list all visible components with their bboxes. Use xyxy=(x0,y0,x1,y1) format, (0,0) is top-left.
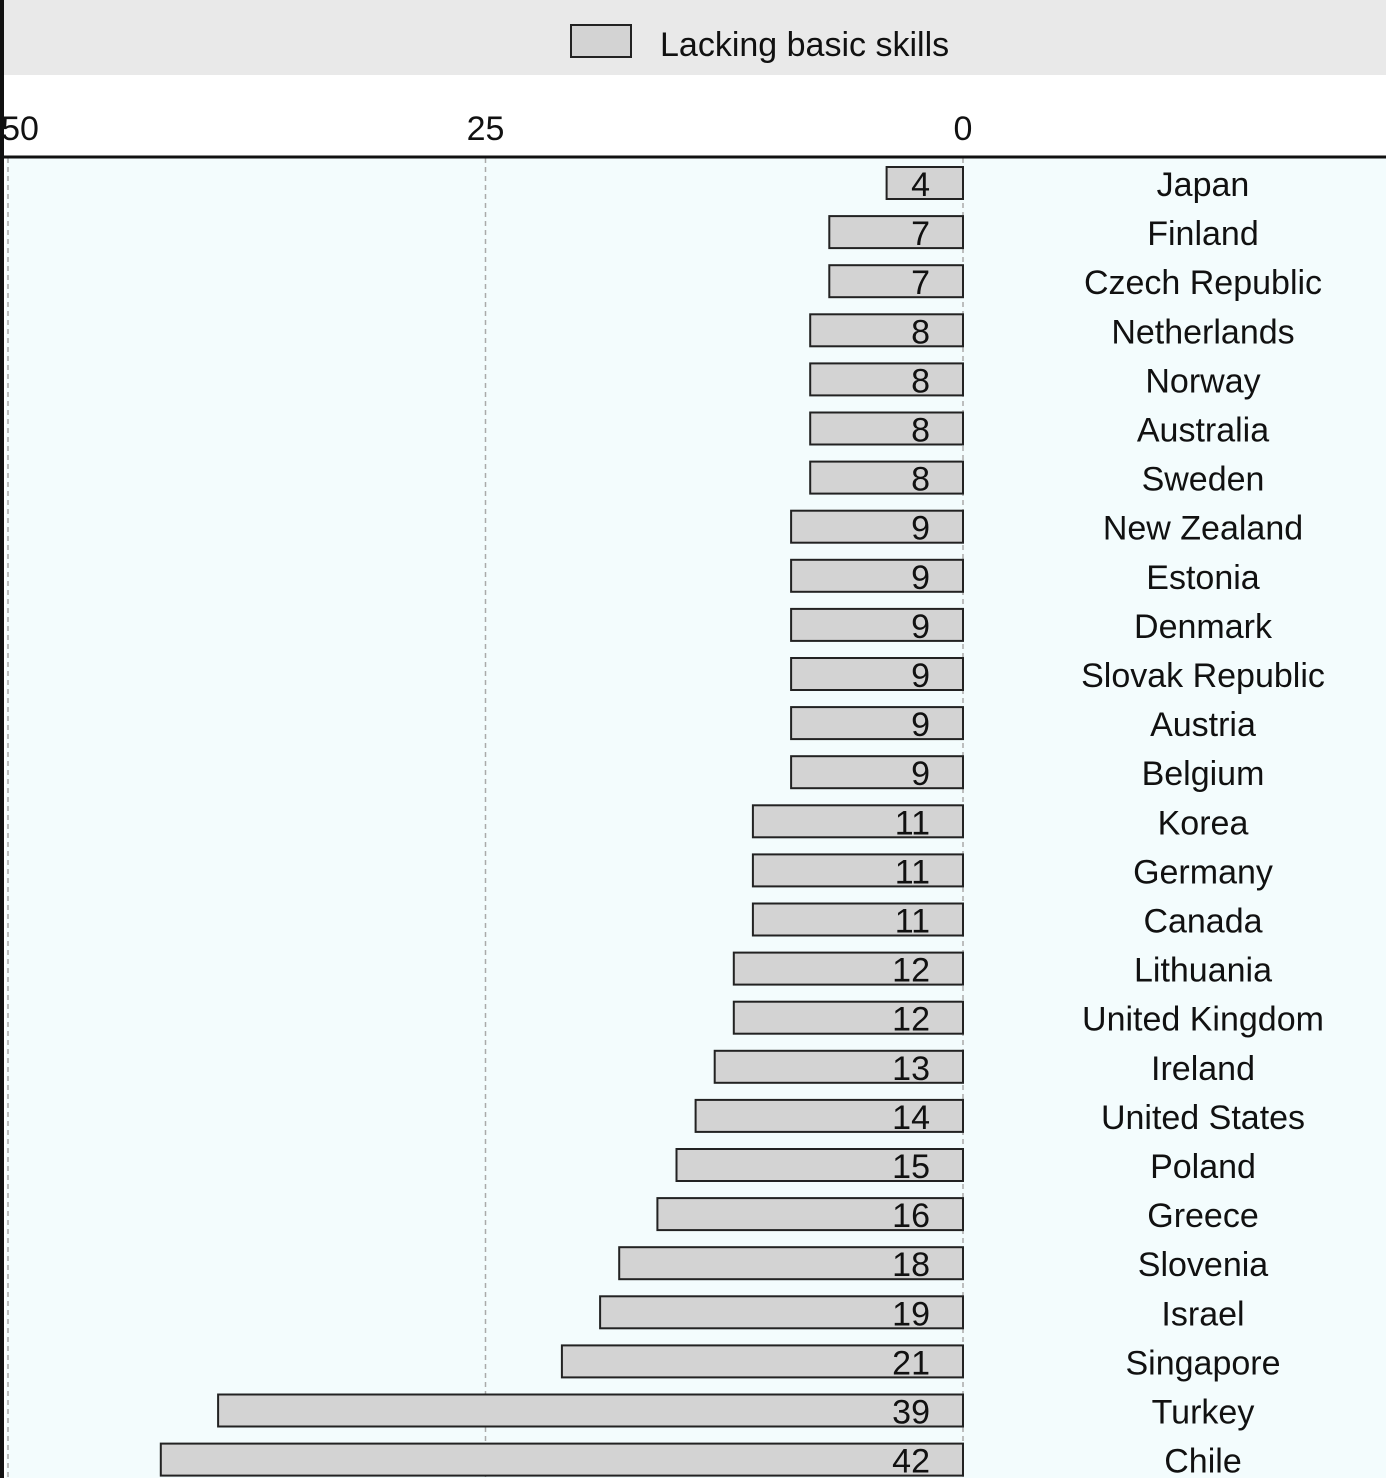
category-label: Greece xyxy=(1147,1197,1259,1235)
bar xyxy=(560,1344,965,1379)
data-label: 16 xyxy=(892,1197,930,1235)
bar xyxy=(809,411,965,446)
category-label: Chile xyxy=(1164,1443,1241,1478)
category-label: Japan xyxy=(1157,166,1250,204)
category-label: Lithuania xyxy=(1134,952,1272,990)
category-label: Canada xyxy=(1143,903,1262,941)
category-label: Sweden xyxy=(1142,461,1265,499)
category-label: Netherlands xyxy=(1111,313,1294,351)
bar xyxy=(809,313,965,348)
data-label: 8 xyxy=(911,461,930,499)
bar xyxy=(713,1049,965,1084)
data-label: 13 xyxy=(892,1050,930,1088)
bar xyxy=(732,1000,964,1035)
bar xyxy=(751,804,965,839)
data-label: 11 xyxy=(895,804,930,842)
data-label: 11 xyxy=(895,903,930,941)
data-label: 4 xyxy=(911,166,930,204)
bar xyxy=(790,657,964,691)
data-label: 39 xyxy=(892,1394,930,1432)
legend-band xyxy=(0,0,1386,75)
category-label: Israel xyxy=(1161,1295,1244,1333)
bar xyxy=(159,1442,965,1477)
bar xyxy=(656,1197,965,1232)
data-label: 21 xyxy=(892,1344,930,1382)
bar xyxy=(217,1393,965,1428)
category-label: Slovak Republic xyxy=(1081,657,1325,695)
data-label: 8 xyxy=(911,362,930,400)
x-tick-label: 25 xyxy=(467,110,505,148)
legend-swatch xyxy=(570,24,632,58)
data-label: 9 xyxy=(911,608,930,646)
bar xyxy=(751,902,965,937)
category-label: United States xyxy=(1101,1099,1305,1137)
bar xyxy=(790,558,964,593)
data-label: 7 xyxy=(911,264,930,302)
category-label: Singapore xyxy=(1125,1344,1280,1382)
data-label: 15 xyxy=(892,1148,930,1186)
x-tick-label: 0 xyxy=(954,110,973,148)
category-label: Austria xyxy=(1150,706,1256,744)
category-label: Germany xyxy=(1133,853,1273,891)
data-label: 11 xyxy=(895,853,930,891)
data-label: 9 xyxy=(911,559,930,597)
bar xyxy=(809,362,965,397)
x-tick-label: 50 xyxy=(1,110,39,148)
data-label: 8 xyxy=(911,412,930,450)
bar xyxy=(828,264,964,299)
data-label: 8 xyxy=(911,313,930,351)
bar xyxy=(885,166,964,200)
category-label: Turkey xyxy=(1152,1394,1255,1432)
data-label: 42 xyxy=(892,1443,930,1478)
bar xyxy=(599,1295,964,1330)
legend-label: Lacking basic skills xyxy=(660,26,949,64)
data-label: 9 xyxy=(911,510,930,548)
bar xyxy=(809,460,965,495)
bar xyxy=(790,607,964,642)
data-label: 18 xyxy=(892,1246,930,1284)
category-label: United Kingdom xyxy=(1082,1001,1324,1039)
bar xyxy=(751,853,965,888)
category-label: Australia xyxy=(1137,412,1269,450)
data-label: 9 xyxy=(911,706,930,744)
bar xyxy=(618,1246,964,1281)
data-label: 9 xyxy=(911,755,930,793)
category-label: Finland xyxy=(1147,215,1259,253)
data-label: 9 xyxy=(911,657,930,695)
category-label: Czech Republic xyxy=(1084,264,1322,302)
bar xyxy=(790,509,964,544)
bar xyxy=(694,1098,964,1133)
bar xyxy=(828,215,964,250)
data-label: 14 xyxy=(892,1099,930,1137)
category-label: New Zealand xyxy=(1103,510,1303,548)
data-label: 19 xyxy=(892,1295,930,1333)
category-label: Norway xyxy=(1145,362,1260,400)
category-label: Poland xyxy=(1150,1148,1256,1186)
data-label: 12 xyxy=(892,1001,930,1039)
bar xyxy=(732,951,964,986)
bar xyxy=(675,1148,964,1182)
category-label: Belgium xyxy=(1142,755,1265,793)
bar xyxy=(790,755,964,790)
data-label: 12 xyxy=(892,952,930,990)
category-label: Ireland xyxy=(1151,1050,1255,1088)
category-label: Estonia xyxy=(1146,559,1259,597)
data-label: 7 xyxy=(911,215,930,253)
category-label: Denmark xyxy=(1134,608,1273,646)
bar xyxy=(790,706,964,741)
category-label: Korea xyxy=(1158,804,1249,842)
category-label: Slovenia xyxy=(1138,1246,1269,1284)
